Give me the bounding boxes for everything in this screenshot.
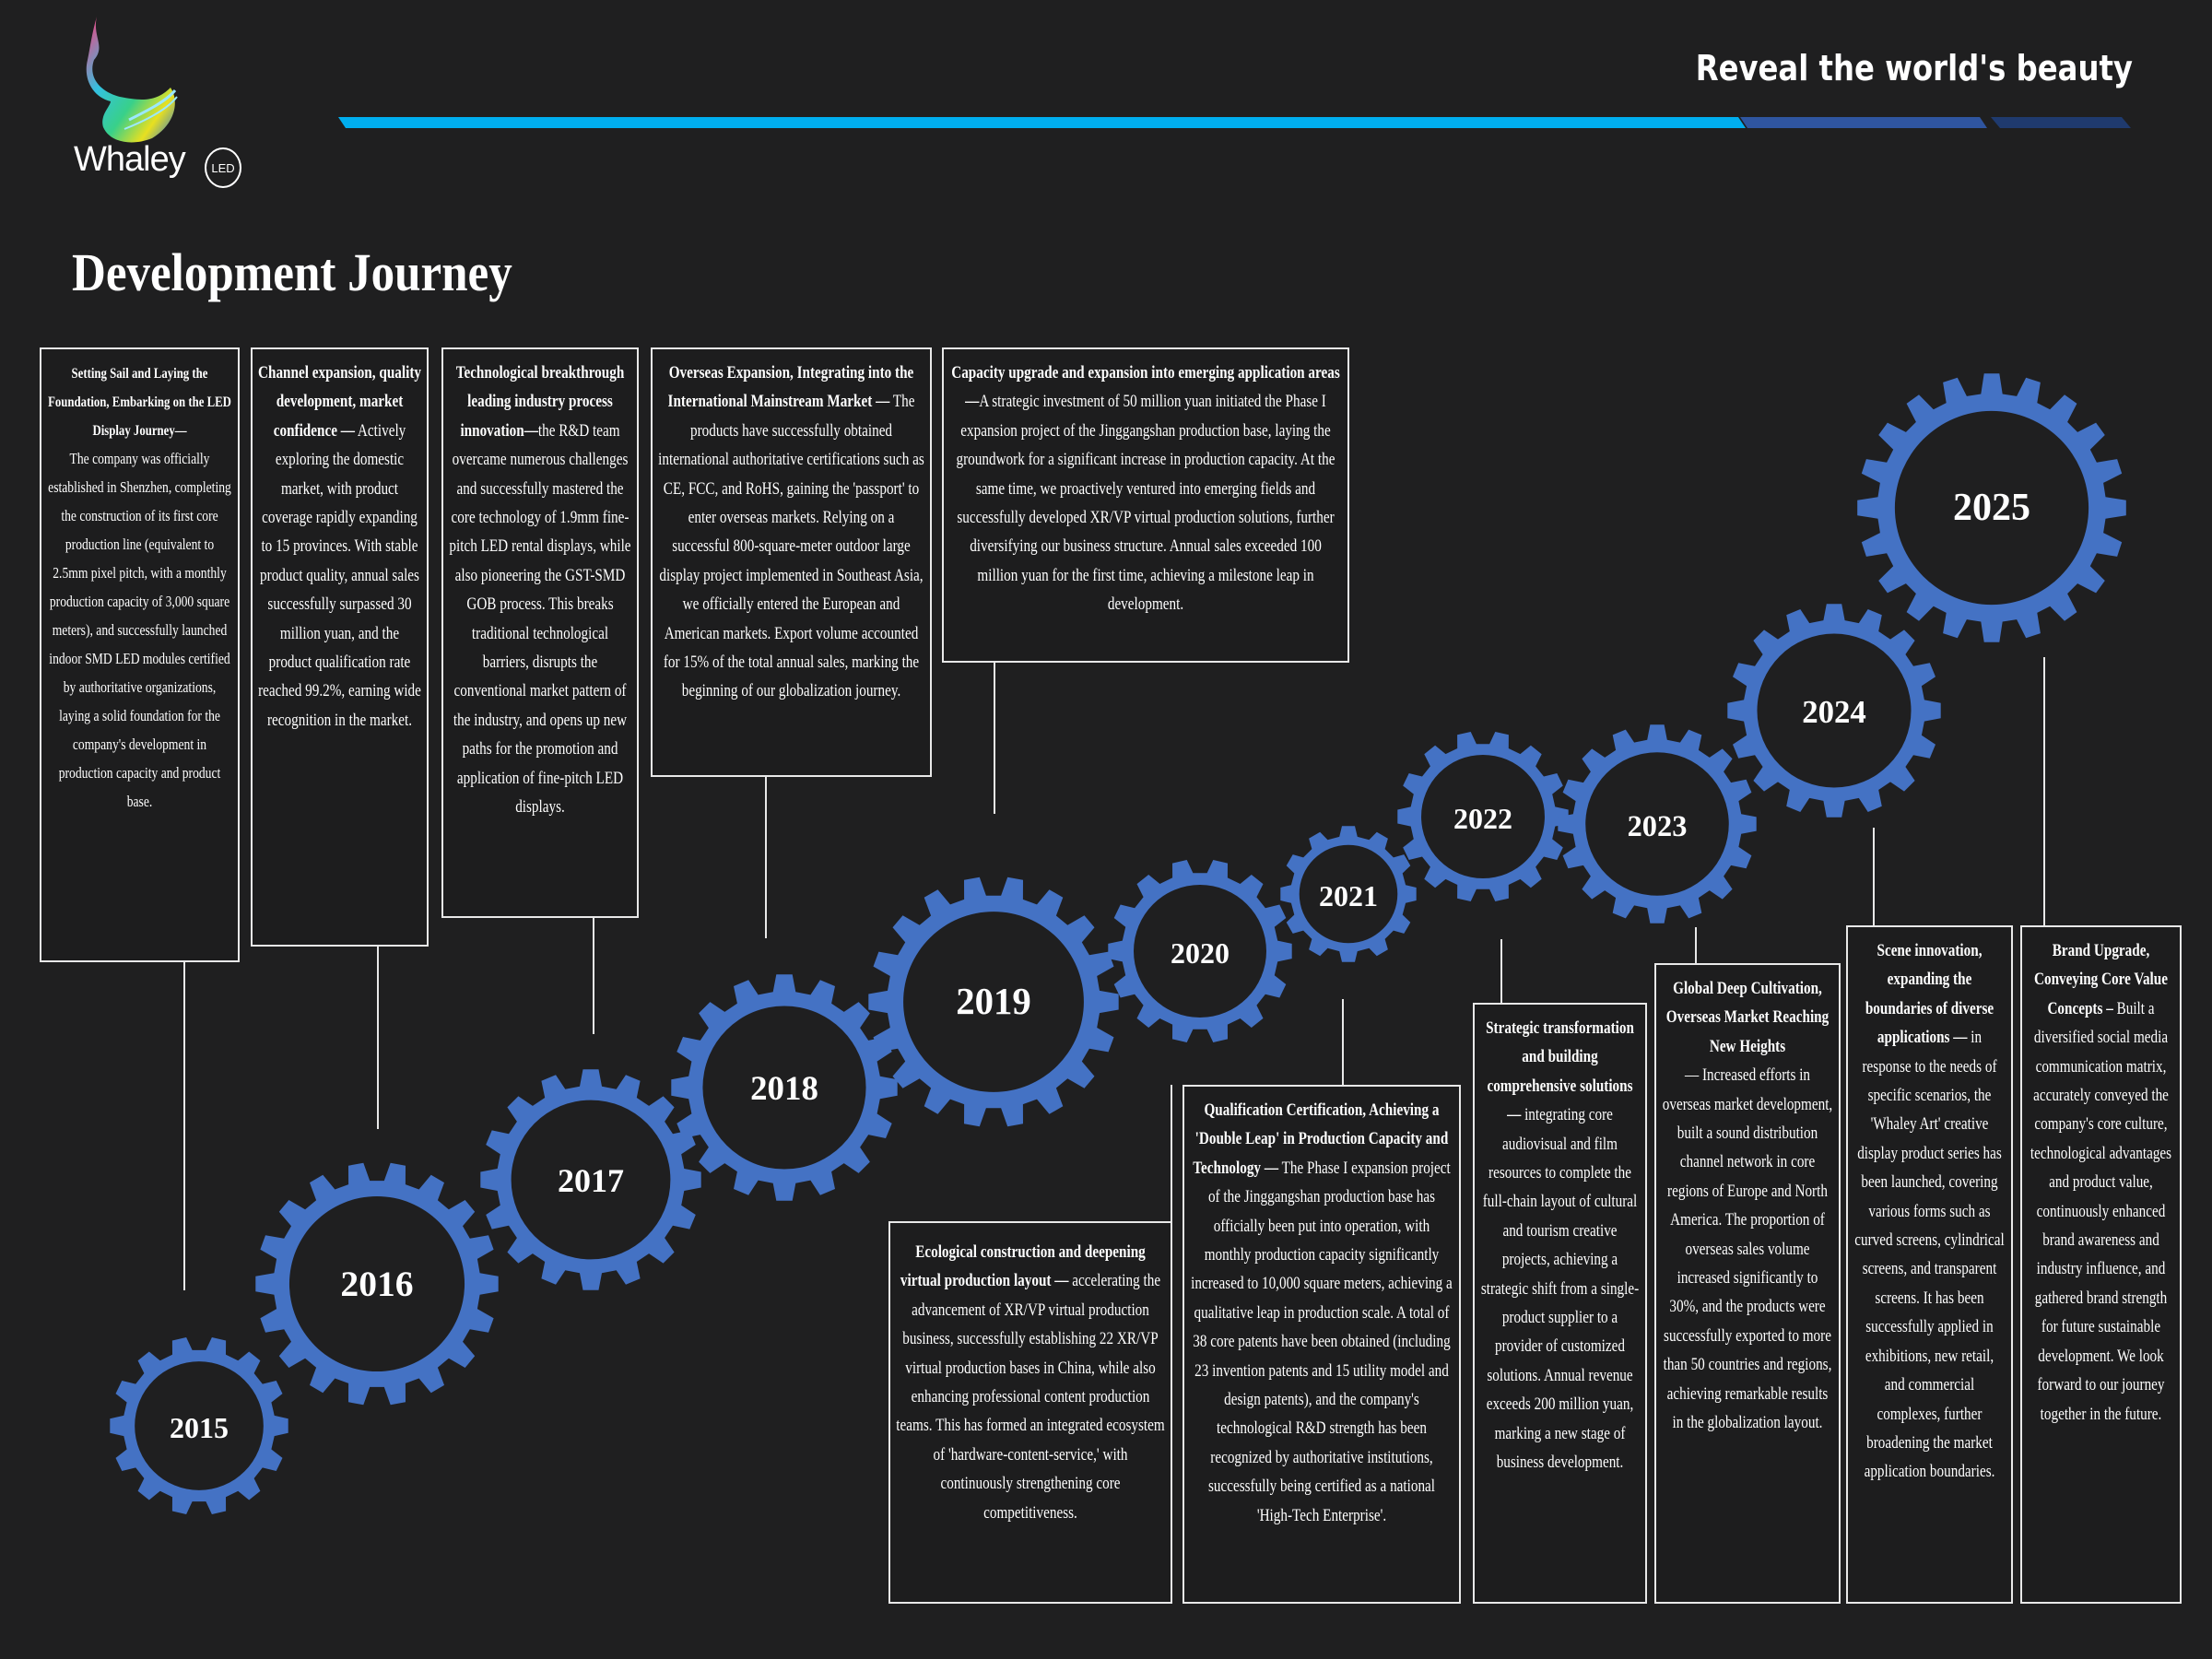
milestone-card-2022: Strategic transformation and building co… xyxy=(1473,1003,1647,1604)
year-label: 2017 xyxy=(558,1162,624,1199)
gear-2022: 2022 xyxy=(1397,732,1569,901)
gear-2017: 2017 xyxy=(480,1069,701,1290)
gear-2020: 2020 xyxy=(1108,860,1292,1042)
year-label: 2016 xyxy=(340,1264,413,1304)
year-label: 2021 xyxy=(1319,879,1378,912)
year-label: 2015 xyxy=(170,1411,229,1444)
gear-2018: 2018 xyxy=(671,974,898,1201)
milestone-card-2025: Brand Upgrade, Conveying Core Value Conc… xyxy=(2020,925,2182,1604)
milestone-title: Ecological construction and deepening vi… xyxy=(900,1242,1146,1291)
milestone-body: — Increased efforts in overseas market d… xyxy=(1662,1065,1833,1433)
tagline: Reveal the world's beauty xyxy=(1695,48,2133,88)
gear-2023: 2023 xyxy=(1558,724,1757,924)
milestone-title: Channel expansion, quality development, … xyxy=(258,363,421,441)
year-label: 2023 xyxy=(1628,810,1688,843)
year-label: 2022 xyxy=(1453,802,1512,835)
year-label: 2019 xyxy=(956,981,1031,1022)
milestone-body: the R&D team overcame numerous challenge… xyxy=(449,420,631,818)
brand-name: Whaley xyxy=(74,140,186,179)
milestone-body: Actively exploring the domestic market, … xyxy=(258,420,421,730)
gear-2024: 2024 xyxy=(1727,604,1941,818)
milestone-card-2024: Scene innovation, expanding the boundari… xyxy=(1846,925,2013,1604)
year-label: 2025 xyxy=(1953,487,2030,529)
milestone-card-2023: Global Deep Cultivation, Overseas Market… xyxy=(1654,963,1841,1604)
milestone-title: Qualification Certification, Achieving a… xyxy=(1193,1100,1449,1178)
gear-2015: 2015 xyxy=(110,1337,288,1514)
gear-2025: 2025 xyxy=(1857,373,2126,642)
header-stripes xyxy=(338,117,2131,128)
milestone-card-2021: Qualification Certification, Achieving a… xyxy=(1182,1085,1461,1604)
milestone-body: The company was officially established i… xyxy=(48,450,231,810)
milestone-body: A strategic investment of 50 million yua… xyxy=(956,392,1335,615)
stripe-3 xyxy=(1740,117,1987,128)
milestone-body: The Phase I expansion project of the Jin… xyxy=(1191,1158,1453,1525)
milestone-title: Scene innovation, expanding the boundari… xyxy=(1865,941,1994,1048)
gear-2021: 2021 xyxy=(1280,826,1417,962)
milestone-card-2018: Overseas Expansion, Integrating into the… xyxy=(651,347,932,777)
milestone-title: Brand Upgrade, Conveying Core Value Conc… xyxy=(2034,941,2168,1018)
whale-logo xyxy=(86,17,178,143)
milestone-card-2017: Technological breakthrough leading indus… xyxy=(441,347,639,918)
page-title: Development Journey xyxy=(72,242,512,302)
led-badge: LED xyxy=(205,147,241,188)
milestone-card-2015: Setting Sail and Laying the Foundation, … xyxy=(40,347,240,962)
gear-2019: 2019 xyxy=(868,877,1119,1127)
stripe-4 xyxy=(1991,117,2131,128)
milestone-body: Built a diversified social media communi… xyxy=(2030,998,2172,1424)
milestone-body: accelerating the advancement of XR/VP vi… xyxy=(896,1271,1165,1523)
year-label: 2020 xyxy=(1171,936,1230,970)
milestone-title: Setting Sail and Laying the Foundation, … xyxy=(48,366,231,439)
milestone-body: in response to the needs of specific sce… xyxy=(1854,1028,2005,1482)
stripe-2 xyxy=(1410,117,1746,128)
milestone-title: Strategic transformation and building co… xyxy=(1486,1018,1634,1125)
year-label: 2018 xyxy=(750,1069,818,1107)
milestone-title: Technological breakthrough leading indus… xyxy=(455,363,625,441)
milestone-card-2020: Ecological construction and deepening vi… xyxy=(888,1221,1172,1604)
milestone-body: integrating core audiovisual and film re… xyxy=(1480,1105,1640,1473)
milestone-title: Global Deep Cultivation, Overseas Market… xyxy=(1665,979,1830,1056)
milestone-card-2016: Channel expansion, quality development, … xyxy=(251,347,429,947)
gear-2016: 2016 xyxy=(255,1162,499,1406)
milestone-title: Overseas Expansion, Integrating into the… xyxy=(667,363,914,412)
milestone-card-2019: Capacity upgrade and expansion into emer… xyxy=(942,347,1349,663)
year-label: 2024 xyxy=(1802,694,1866,730)
stripe-1 xyxy=(338,117,1419,128)
milestone-title: Capacity upgrade and expansion into emer… xyxy=(951,363,1340,412)
milestone-body: The products have successfully obtained … xyxy=(658,392,924,701)
